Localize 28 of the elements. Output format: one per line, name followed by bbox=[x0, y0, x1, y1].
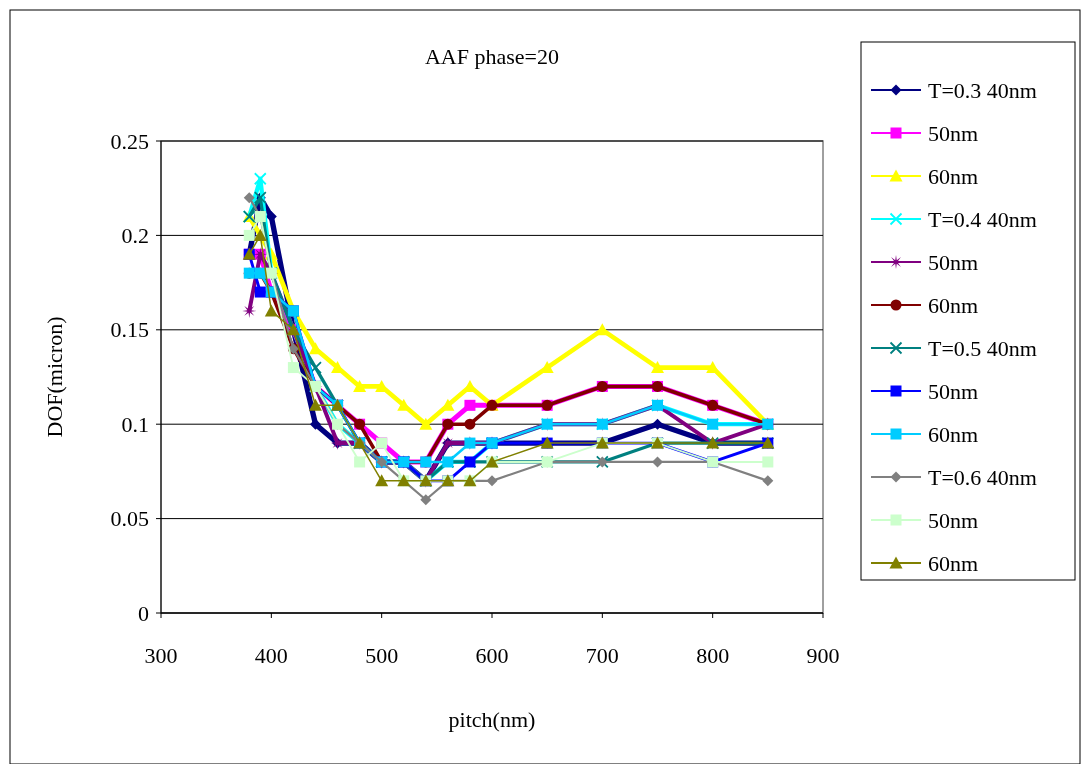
y-tick-label: 0.05 bbox=[110, 506, 149, 532]
x-tick-label: 400 bbox=[254, 643, 288, 668]
x-axis-title: pitch(nm) bbox=[448, 707, 536, 732]
y-axis-title: DOF(micron) bbox=[42, 316, 67, 438]
y-tick-label: 0.15 bbox=[110, 317, 149, 343]
legend-label: T=0.4 40nm bbox=[928, 206, 1037, 232]
y-tick-label: 0.1 bbox=[121, 411, 149, 437]
legend-label: 50nm bbox=[928, 249, 979, 275]
x-tick-label: 500 bbox=[365, 643, 399, 668]
legend-label: T=0.6 40nm bbox=[928, 464, 1037, 490]
legend-label: T=0.5 40nm bbox=[928, 335, 1037, 361]
x-tick-label: 700 bbox=[585, 643, 619, 668]
x-tick-label: 300 bbox=[144, 643, 178, 668]
chart-title: AAF phase=20 bbox=[424, 44, 560, 69]
legend-label: 50nm bbox=[928, 507, 979, 533]
x-tick-label: 800 bbox=[696, 643, 730, 668]
y-tick-label: 0.25 bbox=[110, 128, 149, 154]
x-tick-label: 900 bbox=[806, 643, 840, 668]
x-tick-label: 600 bbox=[475, 643, 509, 668]
legend-label: 60nm bbox=[928, 421, 979, 447]
y-tick-label: 0.2 bbox=[121, 222, 149, 248]
legend-label: 60nm bbox=[928, 163, 979, 189]
legend-label: 60nm bbox=[928, 550, 979, 576]
legend-label: 50nm bbox=[928, 120, 979, 146]
legend-label: 60nm bbox=[928, 292, 979, 318]
legend-label: T=0.3 40nm bbox=[928, 77, 1037, 103]
y-tick-label: 0 bbox=[138, 600, 149, 626]
legend-label: 50nm bbox=[928, 378, 979, 404]
